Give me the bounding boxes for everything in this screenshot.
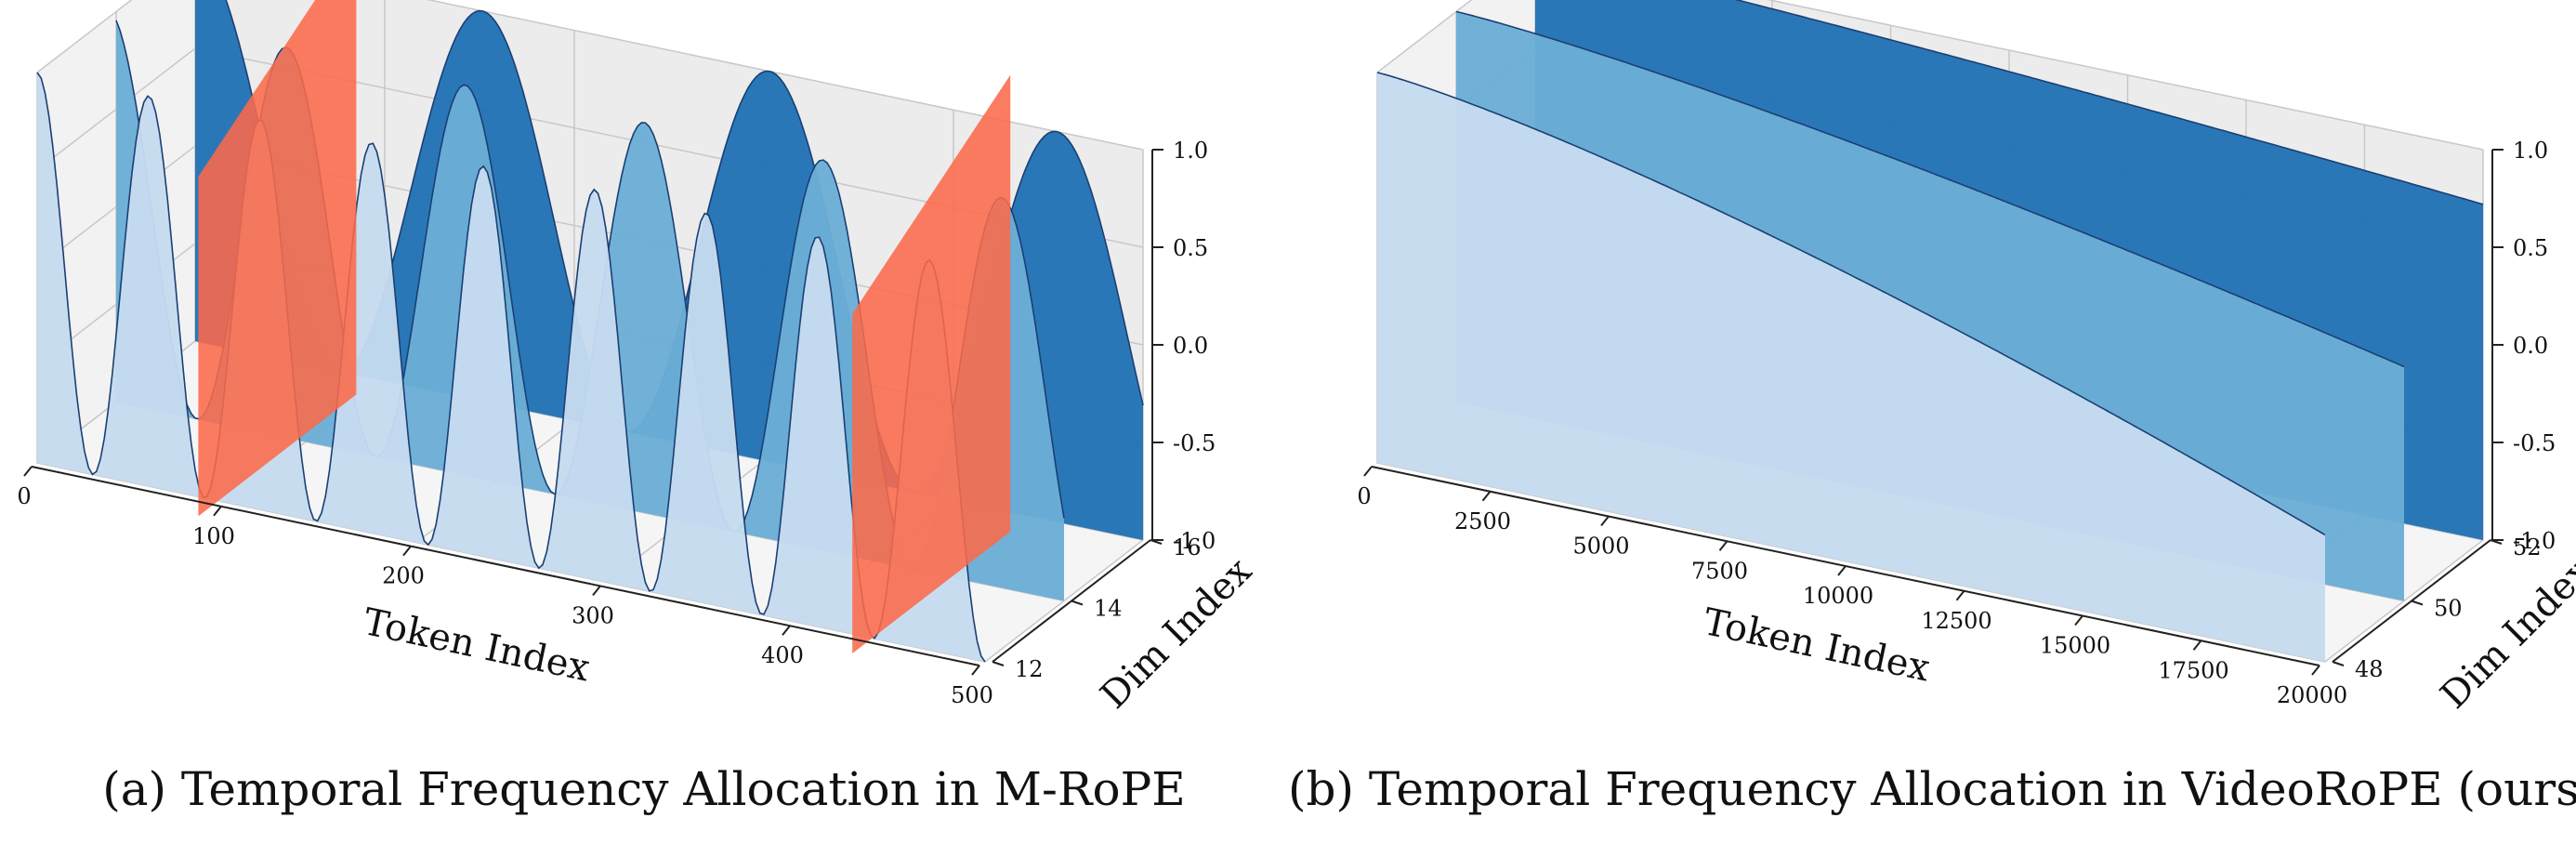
- c0-z-tick-label: 0.0: [1173, 333, 1208, 359]
- c0-x-tick-mark: [402, 545, 412, 557]
- c0-x-axis-label: Token Index: [360, 600, 594, 691]
- c1-z-tick-label: 0.5: [2513, 235, 2548, 261]
- c1-surface-dim-48: [1377, 73, 2325, 662]
- c0-x-tick-mark: [782, 625, 791, 636]
- c1-surface-edge-dim-52: [1734, 0, 2484, 205]
- c1-x-axis-label: Token Index: [1700, 600, 1934, 691]
- c0-y-tick-mark: [992, 661, 1005, 666]
- chart-panel-mrope: 0 100 200 300 400 500 12 14 16 -1.0 -0.5 0.0 0.5 1.0 T…: [17, 0, 1261, 816]
- c0-y-tick-label: 14: [1094, 596, 1123, 622]
- c1-x-tick-label: 15000: [2040, 633, 2110, 659]
- c0-x-tick-mark: [592, 585, 601, 597]
- c1-x-tick-label: 0: [1357, 483, 1371, 509]
- c1-y-tick-mark: [2332, 661, 2345, 666]
- c1-x-tick-label: 20000: [2277, 682, 2347, 708]
- chart-videorope-3d: 0 2500 5000 7500 10000 12500 15000 17500 20000 48…: [1357, 0, 2576, 718]
- c0-y-tick-label: 12: [1015, 656, 1044, 682]
- c1-y-tick-label: 52: [2513, 534, 2542, 560]
- chart-panel-videorope: 0 2500 5000 7500 10000 12500 15000 17500 20000 48…: [1288, 0, 2576, 844]
- c1-x-tick-label: 17500: [2158, 657, 2228, 683]
- c1-x-tick-mark: [2192, 640, 2202, 651]
- c1-x-tick-label: 5000: [1572, 534, 1629, 560]
- c0-x-tick-label: 100: [192, 523, 235, 549]
- c0-y-tick-mark: [1071, 600, 1084, 606]
- c0-x-tick-label: 300: [572, 602, 614, 628]
- caption-videorope: (b) Temporal Frequency Allocation in Vid…: [1288, 762, 2576, 816]
- chart-mrope-3d: 0 100 200 300 400 500 12 14 16-1.0 -0.5 0.0 0.5 1.0 T…: [17, 0, 1261, 718]
- c0-y-tick-label: 16: [1173, 534, 1202, 560]
- c1-y-tick-mark: [2411, 600, 2424, 606]
- c1-surface-edge-dim-50: [1455, 10, 2405, 368]
- c0-surface-dim-16: [195, 0, 1143, 540]
- c0-x-tick-label: 400: [761, 642, 804, 668]
- caption-mrope: (a) Temporal Frequency Allocation in M-R…: [102, 762, 1186, 816]
- c0-x-tick-label: 500: [951, 682, 993, 708]
- c1-x-tick-mark: [1718, 540, 1728, 551]
- c0-x-tick-mark: [971, 665, 980, 676]
- c1-x-tick-label: 10000: [1803, 583, 1873, 609]
- c0-x-tick-label: 0: [17, 483, 31, 509]
- c1-y-tick-label: 48: [2355, 656, 2384, 682]
- c1-x-tick-mark: [2311, 665, 2320, 676]
- c1-surface-edge-dim-48: [1376, 72, 2326, 536]
- c0-grid-z: [36, 0, 1144, 151]
- c1-z-tick-label: 1.0: [2513, 138, 2548, 164]
- c1-x-tick-label: 12500: [1921, 608, 1991, 634]
- c1-x-tick-mark: [2074, 614, 2083, 626]
- c0-z-tick-label: 0.5: [1173, 235, 1208, 261]
- c1-x-tick-label: 2500: [1454, 508, 1511, 534]
- c1-x-tick-mark: [1363, 466, 1373, 477]
- c1-grid-z: [1376, 0, 2484, 151]
- c0-highlight-plane-85: [198, 0, 357, 517]
- c1-x-tick-mark: [1955, 590, 1965, 601]
- c0-x-tick-mark: [213, 506, 222, 517]
- c0-z-tick-label: -1.0: [1173, 528, 1216, 554]
- c0-y-axis-label: Dim Index: [1093, 549, 1261, 718]
- c1-z-tick-label: -1.0: [2513, 528, 2556, 554]
- c1-x-tick-mark: [1481, 491, 1492, 502]
- c1-x-tick-label: 7500: [1691, 558, 1748, 584]
- c1-y-tick-label: 50: [2434, 596, 2463, 622]
- c0-x-axis-line: [31, 466, 980, 666]
- c0-highlight-plane-430: [852, 74, 1011, 654]
- c1-x-tick-mark: [1600, 515, 1610, 527]
- c1-z-tick-label: -0.5: [2513, 430, 2556, 456]
- c0-z-tick-label: -0.5: [1173, 430, 1216, 456]
- c0-z-tick-label: 1.0: [1173, 138, 1208, 164]
- c1-y-axis-label: Dim Index: [2433, 549, 2576, 718]
- c1-z-tick-label: 0.0: [2513, 333, 2548, 359]
- c0-surface-edge-dim-12: [36, 72, 986, 663]
- c0-x-tick-label: 200: [382, 563, 425, 589]
- c1-x-tick-mark: [1837, 565, 1847, 576]
- c0-x-tick-mark: [23, 466, 33, 477]
